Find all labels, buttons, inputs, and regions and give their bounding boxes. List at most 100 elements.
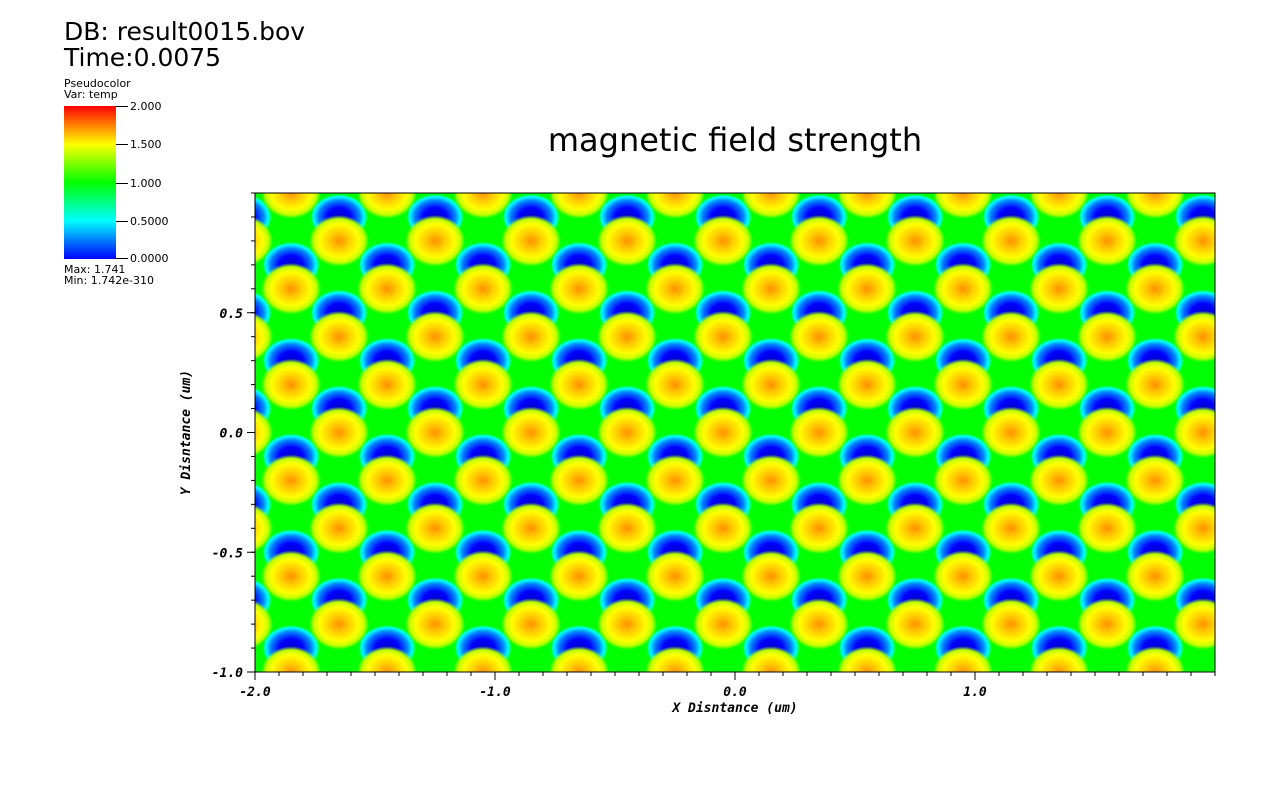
heatmap-high-cell	[932, 646, 994, 672]
heatmap-high-cell	[692, 406, 754, 459]
heatmap-low-cell	[406, 673, 464, 719]
heatmap-low-cell	[838, 146, 896, 192]
heatmap-high-cell	[404, 598, 466, 650]
heatmap-low-cell	[1270, 577, 1280, 623]
heatmap-high-cell	[548, 454, 610, 507]
heatmap-low-cell	[742, 146, 800, 192]
heatmap-high-cell	[356, 454, 418, 507]
heatmap-high-cell	[1269, 311, 1280, 363]
legend-tick	[116, 258, 128, 259]
heatmap-high-cell	[836, 550, 898, 603]
heatmap-high-cell	[1269, 598, 1280, 650]
heatmap-high-cell	[260, 646, 322, 672]
legend-colorbar	[64, 106, 116, 259]
heatmap-high-cell	[452, 550, 514, 603]
legend-tick	[116, 106, 128, 107]
heatmap-low-cell	[598, 673, 656, 719]
heatmap-high-cell	[452, 358, 514, 411]
heatmap-high-cell	[884, 215, 946, 267]
heatmap-high-cell	[1172, 310, 1215, 363]
y-tick-label: -0.5	[212, 546, 243, 561]
heatmap-high-cell	[405, 119, 465, 171]
y-tick-label: 0.5	[220, 307, 244, 322]
time-label: Time:0.0075	[64, 43, 222, 72]
heatmap-high-cell	[452, 262, 514, 315]
heatmap-high-cell	[356, 358, 418, 411]
heatmap-low-cell	[790, 673, 848, 719]
heatmap-high-cell	[1269, 119, 1280, 171]
heatmap-high-cell	[980, 406, 1042, 459]
heatmap-low-cell	[1030, 721, 1088, 767]
heatmap-low-cell	[1270, 673, 1280, 719]
heatmap-high-cell	[1028, 193, 1090, 219]
heatmap-high-cell	[932, 550, 994, 603]
y-tick-label: -1.0	[212, 666, 243, 681]
heatmap-high-cell	[1172, 215, 1215, 267]
heatmap-high-cell	[308, 598, 370, 650]
heatmap-high-cell	[1028, 262, 1090, 315]
heatmap-high-cell	[260, 262, 322, 315]
heatmap-high-cell	[644, 550, 706, 603]
heatmap-low-cell	[1222, 433, 1280, 479]
heatmap-high-cell	[404, 215, 466, 267]
heatmap-high-cell	[885, 694, 945, 746]
heatmap-high-cell	[1124, 193, 1186, 219]
heatmap-low-cell	[742, 721, 800, 767]
heatmap-high-cell	[548, 262, 610, 315]
heatmap-high-cell	[836, 262, 898, 315]
legend-tick	[116, 183, 128, 184]
y-axis-title: Y Disntance (um)	[179, 370, 194, 495]
heatmap-high-cell	[1028, 358, 1090, 411]
heatmap-high-cell	[740, 646, 802, 672]
heatmap-high-cell	[500, 502, 562, 555]
heatmap-high-cell	[885, 119, 945, 171]
heatmap-low-cell	[1222, 146, 1280, 192]
heatmap-low-cell	[1222, 625, 1280, 671]
heatmap-high-cell	[596, 598, 658, 650]
heatmap-high-cell	[692, 598, 754, 650]
heatmap-low-cell	[934, 721, 992, 767]
heatmap-high-cell	[1221, 455, 1280, 507]
heatmap-low-cell	[1030, 146, 1088, 192]
heatmap-high-cell	[644, 358, 706, 411]
x-tick-label: 1.0	[963, 685, 987, 700]
heatmap-low-cell	[1222, 242, 1280, 288]
legend-tick-label: 0.0000	[130, 252, 169, 265]
heatmap-low-cell	[358, 146, 416, 192]
heatmap-high-cell	[980, 598, 1042, 650]
heatmap-high-cell	[596, 215, 658, 267]
x-tick-label: -2.0	[239, 685, 270, 700]
heatmap-high-cell	[165, 359, 225, 411]
x-axis-title: X Disntance (um)	[671, 701, 797, 716]
heatmap-high-cell	[404, 406, 466, 459]
heatmap-high-cell	[356, 646, 418, 672]
x-tick-label: 0.0	[723, 685, 747, 700]
heatmap-high-cell	[788, 406, 850, 459]
heatmap-high-cell	[932, 193, 994, 219]
heatmap-low-cell	[1222, 721, 1280, 767]
plot-title: magnetic field strength	[547, 121, 923, 159]
heatmap-high-cell	[644, 193, 706, 219]
heatmap-high-cell	[740, 454, 802, 507]
heatmap-cells	[165, 119, 1280, 767]
heatmap-high-cell	[788, 215, 850, 267]
heatmap-high-cell	[1269, 502, 1280, 554]
heatmap-high-cell	[1173, 694, 1233, 746]
heatmap-low-cell	[550, 721, 608, 767]
heatmap-high-cell	[644, 454, 706, 507]
heatmap-high-cell	[596, 502, 658, 555]
heatmap-low-cell	[358, 721, 416, 767]
heatmap-high-cell	[740, 358, 802, 411]
heatmap-high-cell	[644, 646, 706, 672]
heatmap-low-cell	[310, 673, 368, 719]
heatmap-high-cell	[597, 694, 657, 746]
heatmap-high-cell	[1221, 263, 1280, 315]
heatmap-low-cell	[262, 146, 320, 192]
heatmap-high-cell	[836, 454, 898, 507]
heatmap-high-cell	[788, 502, 850, 555]
heatmap-low-cell	[838, 721, 896, 767]
heatmap-low-cell	[1078, 673, 1136, 719]
legend-tick-label: 2.000	[130, 100, 162, 113]
heatmap-high-cell	[789, 119, 849, 171]
